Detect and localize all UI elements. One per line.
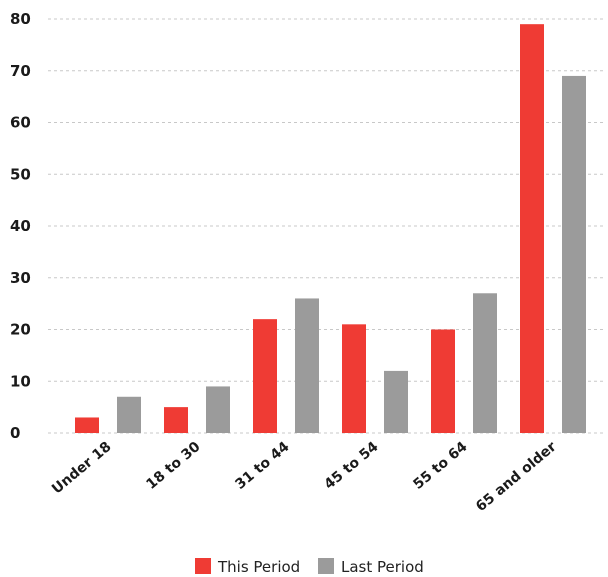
bar-last-period bbox=[295, 298, 319, 433]
bar-this-period bbox=[164, 407, 188, 433]
bar-this-period bbox=[431, 329, 455, 433]
bar-last-period bbox=[562, 75, 586, 434]
bar-last-period bbox=[384, 370, 408, 433]
x-axis-ticks: Under 18 18 to 30 31 to 44 45 to 54 55 to 64… bbox=[49, 439, 560, 515]
y-axis-ticks: 0 10 20 30 40 50 60 70 80 bbox=[10, 10, 31, 442]
y-tick-label: 70 bbox=[10, 62, 31, 80]
y-tick-label: 60 bbox=[10, 114, 31, 132]
bar-this-period bbox=[253, 319, 277, 433]
x-tick-label: 65 and older bbox=[473, 439, 560, 515]
bar-last-period bbox=[117, 396, 141, 433]
legend: This Period Last Period bbox=[195, 558, 424, 576]
legend-label: This Period bbox=[217, 558, 300, 576]
bar-last-period bbox=[473, 293, 497, 433]
x-tick-label: 45 to 54 bbox=[321, 439, 381, 493]
bar-this-period bbox=[342, 324, 366, 433]
y-tick-label: 10 bbox=[10, 372, 31, 390]
x-tick-label: 31 to 44 bbox=[232, 439, 292, 493]
x-tick-label: 55 to 64 bbox=[410, 439, 470, 493]
legend-swatch bbox=[318, 558, 334, 574]
y-tick-label: 20 bbox=[10, 321, 31, 339]
y-tick-label: 30 bbox=[10, 269, 31, 287]
y-tick-label: 0 bbox=[10, 424, 20, 442]
bar-last-period bbox=[206, 386, 230, 433]
y-tick-label: 40 bbox=[10, 217, 31, 235]
y-tick-label: 80 bbox=[10, 10, 31, 28]
y-tick-label: 50 bbox=[10, 165, 31, 183]
legend-swatch bbox=[195, 558, 211, 574]
bar-this-period bbox=[75, 417, 99, 433]
gridlines bbox=[48, 18, 606, 434]
legend-label: Last Period bbox=[341, 558, 424, 576]
bar-this-period bbox=[520, 24, 544, 434]
x-tick-label: Under 18 bbox=[49, 439, 115, 498]
bars bbox=[75, 24, 586, 434]
x-tick-label: 18 to 30 bbox=[143, 439, 203, 493]
